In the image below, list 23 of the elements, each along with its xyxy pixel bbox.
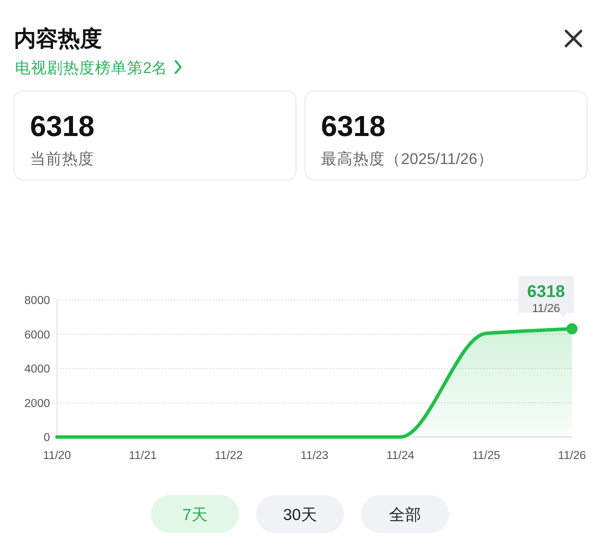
y-tick-label: 8000 <box>24 295 50 307</box>
chart-subtitle: 电视剧热度榜单第2名 <box>15 59 168 77</box>
y-tick-label: 0 <box>44 432 50 444</box>
text: 6318 <box>30 111 95 143</box>
y-tick-label: 6000 <box>24 329 50 342</box>
text: 30天 <box>283 507 317 524</box>
text: 6318 <box>321 111 386 143</box>
y-tick-label: 2000 <box>24 398 50 410</box>
text: 7天 <box>182 507 208 524</box>
x-tick-label: 11/24 <box>386 450 415 462</box>
x-tick-label: 11/23 <box>300 450 328 462</box>
text: 全部 <box>389 506 421 524</box>
x-tick-label: 11/26 <box>558 450 586 462</box>
x-tick-label: 11/21 <box>128 450 157 462</box>
text: 当前热度 <box>30 150 94 168</box>
chart-title: 内容热度 <box>14 26 102 51</box>
x-tick-label: 11/25 <box>472 450 500 462</box>
x-tick-label: 11/20 <box>43 450 71 462</box>
y-tick-label: 4000 <box>24 364 50 376</box>
text: 最高热度（2025/11/26） <box>321 150 494 168</box>
annotation: 11/26 <box>532 302 560 315</box>
annotation: 6318 <box>527 282 565 301</box>
x-tick-label: 11/22 <box>214 450 243 462</box>
